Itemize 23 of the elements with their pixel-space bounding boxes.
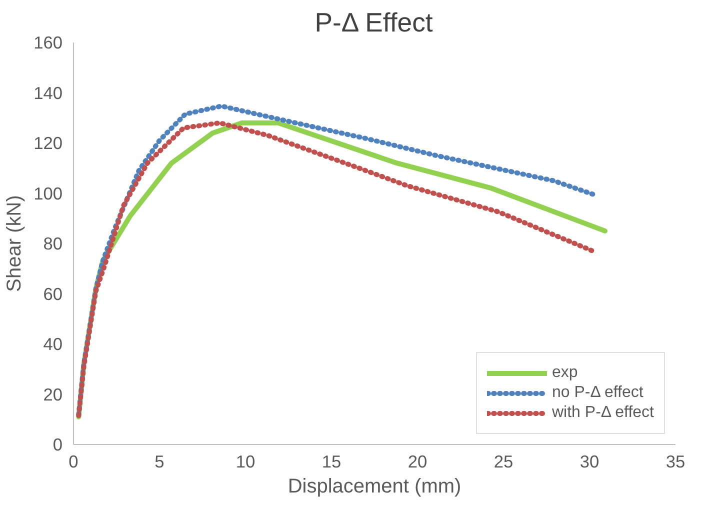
x-tick-label: 5	[154, 452, 164, 472]
y-tick-label: 120	[34, 133, 63, 153]
y-tick-label: 20	[43, 384, 63, 404]
x-tick-label: 35	[666, 452, 686, 472]
x-tick-label: 0	[68, 452, 78, 472]
y-tick-label: 100	[34, 183, 63, 204]
x-axis-title: Displacement (mm)	[288, 476, 462, 498]
y-tick-label: 60	[43, 284, 63, 304]
y-tick-label: 140	[34, 82, 63, 103]
legend-label: exp	[552, 364, 578, 382]
x-tick-label: 30	[580, 452, 600, 472]
legend-label: no P-Δ effect	[552, 384, 644, 402]
x-tick-label: 15	[322, 452, 342, 472]
y-tick-label: 160	[34, 32, 63, 52]
y-tick-label: 0	[52, 434, 63, 454]
y-tick-label: 40	[43, 334, 63, 354]
chart-title: P-Δ Effect	[314, 8, 434, 38]
x-tick-label: 25	[494, 452, 514, 472]
x-tick-label: 20	[408, 452, 428, 472]
x-tick-label: 10	[236, 452, 256, 472]
legend-label: with P-Δ effect	[552, 404, 654, 422]
y-axis-title: Shear (kN)	[4, 195, 26, 292]
y-tick-label: 80	[43, 234, 63, 254]
